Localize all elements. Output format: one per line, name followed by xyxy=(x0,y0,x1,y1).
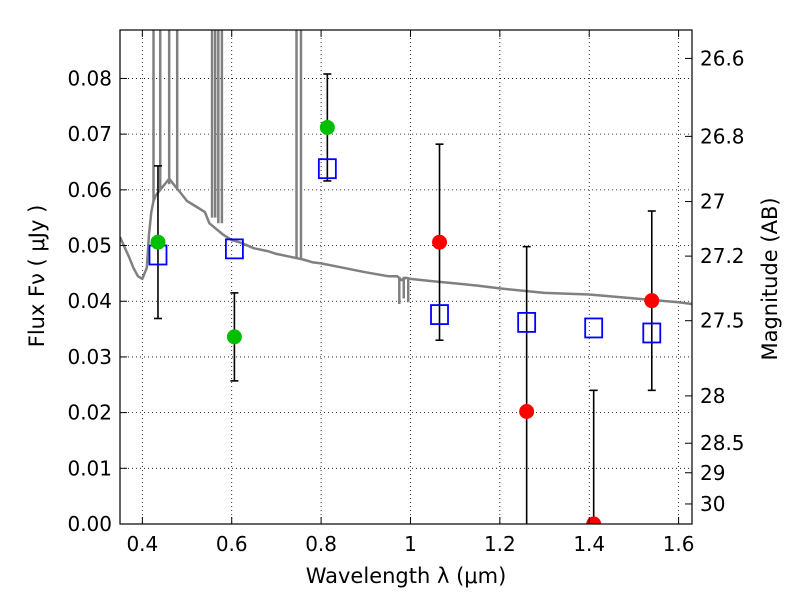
grid-lines xyxy=(120,30,692,524)
model-square-marker xyxy=(224,238,244,260)
magnitude-tick-label: 27.5 xyxy=(700,309,745,333)
y-tick-label: 0.01 xyxy=(67,456,112,480)
model-square-marker xyxy=(517,311,537,333)
sed-curve xyxy=(120,177,692,306)
detected-point xyxy=(319,119,335,135)
y-axis-label: Flux Fν ( μJy ) xyxy=(25,205,49,348)
x-tick-label: 1.4 xyxy=(573,532,605,556)
x-tick-label: 0.4 xyxy=(126,532,158,556)
y-tick-label: 0.05 xyxy=(67,234,112,258)
magnitude-axis-ticks: 26.6 26.8 27 27.2 27.5 28 28.5 29 30 xyxy=(685,46,745,516)
x-tick-label: 1.2 xyxy=(484,532,516,556)
detected-point xyxy=(226,329,242,345)
plot-frame xyxy=(119,29,693,525)
y-tick-label: 0.06 xyxy=(67,178,112,202)
magnitude-tick-label: 26.6 xyxy=(700,46,745,70)
model-square-marker xyxy=(430,304,449,325)
y-axis-label-right: Magnitude (AB) xyxy=(758,197,782,360)
y-tick-label: 0.00 xyxy=(67,512,112,536)
x-tick-label: 0.8 xyxy=(305,532,337,556)
model-square-marker xyxy=(584,317,604,339)
magnitude-tick-label: 30 xyxy=(700,492,725,516)
low-sn-point xyxy=(586,516,602,524)
y-tick-label: 0.08 xyxy=(67,66,112,90)
low-sn-point xyxy=(644,293,660,309)
x-tick-label: 1.6 xyxy=(663,532,695,556)
model-square-marker xyxy=(317,158,337,180)
y-tick-label: 0.02 xyxy=(67,401,112,425)
x-tick-label: 0.6 xyxy=(216,532,248,556)
y-tick-label: 0.04 xyxy=(67,289,112,313)
y-axis-ticks: 0.00 0.01 0.02 0.03 0.04 0.05 0.06 0.07 0.08 xyxy=(67,66,127,536)
magnitude-tick-label: 26.8 xyxy=(700,124,745,148)
magnitude-tick-label: 28.5 xyxy=(700,431,745,455)
x-axis-label: Wavelength λ (μm) xyxy=(306,564,507,588)
y-tick-label: 0.03 xyxy=(67,345,112,369)
x-tick-label: 1 xyxy=(404,532,417,556)
plot-area xyxy=(120,30,692,524)
magnitude-tick-label: 27 xyxy=(700,190,725,214)
magnitude-tick-label: 28 xyxy=(700,384,725,408)
x-axis-ticks: 0.4 0.6 0.8 1 1.2 1.4 1.6 xyxy=(126,30,695,556)
y-tick-label: 0.07 xyxy=(67,122,112,146)
model-square-marker xyxy=(642,322,662,344)
magnitude-tick-label: 27.2 xyxy=(700,244,745,268)
magnitude-tick-label: 29 xyxy=(700,461,725,485)
low-sn-point xyxy=(432,234,448,250)
detected-point xyxy=(150,234,166,250)
low-sn-point xyxy=(519,403,535,419)
